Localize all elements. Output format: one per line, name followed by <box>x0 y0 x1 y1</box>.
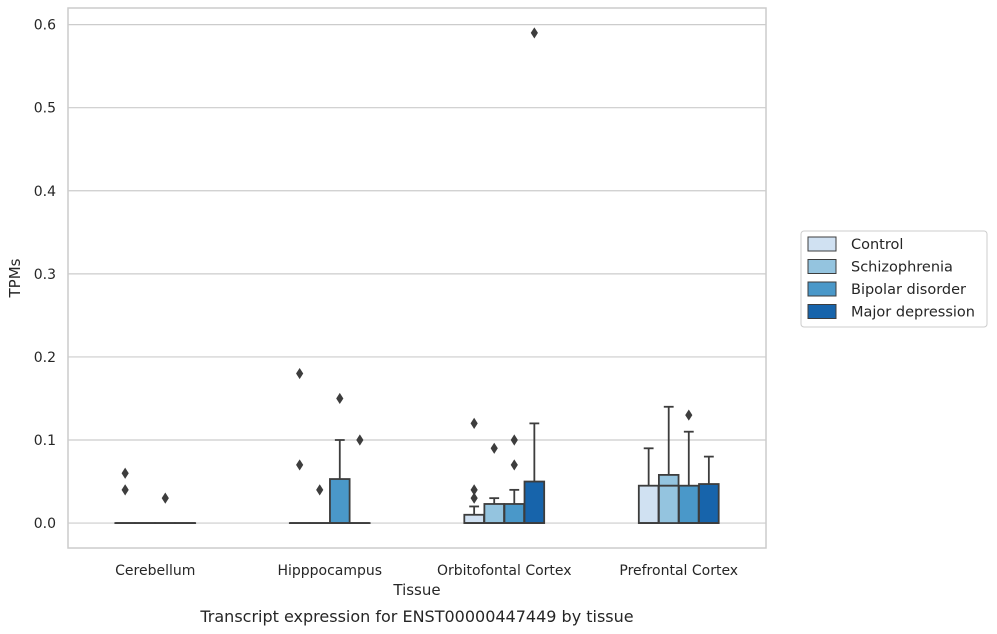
box-body <box>463 513 485 524</box>
outlier-point <box>470 417 478 429</box>
chart-caption: Transcript expression for ENST0000044744… <box>199 607 633 626</box>
box-body <box>329 478 351 524</box>
grid-lines <box>68 24 766 524</box>
legend-swatch <box>807 236 837 252</box>
y-tick-label: 0.3 <box>34 267 56 283</box>
outlier-point <box>316 484 324 496</box>
box-group <box>154 492 177 524</box>
box-group <box>678 409 700 524</box>
y-tick-label: 0.5 <box>34 101 56 117</box>
outlier-point <box>296 459 304 471</box>
legend-swatch <box>807 259 837 274</box>
outlier-point <box>510 434 518 446</box>
outlier-point <box>121 484 129 496</box>
outlier-point <box>530 27 538 39</box>
legend-label: Control <box>851 237 903 253</box>
outlier-point <box>336 392 344 405</box>
y-tick-labels: 0.0 0.1 0.2 0.3 0.4 0.5 0.6 <box>34 18 56 532</box>
box-group <box>114 467 136 524</box>
outlier-point <box>685 409 693 421</box>
x-axis-label: Tissue <box>392 581 440 599</box>
box-group <box>523 27 546 524</box>
box-group <box>637 447 660 524</box>
box-group <box>349 434 371 524</box>
box-body <box>483 503 505 524</box>
box-body <box>657 473 680 524</box>
outlier-point <box>161 492 169 504</box>
outlier-point <box>121 467 129 479</box>
outlier-point <box>470 484 478 496</box>
box-group <box>329 392 351 524</box>
legend-frame <box>800 230 988 328</box>
y-tick-label: 0.6 <box>34 18 56 34</box>
box-group <box>503 434 526 524</box>
box-group <box>698 455 720 524</box>
outlier-point <box>356 434 364 446</box>
legend-label: Schizophrenia <box>851 260 953 276</box>
y-tick-label: 0.1 <box>34 433 56 449</box>
box-body <box>523 480 546 524</box>
box-group <box>483 442 505 524</box>
box-layer <box>114 27 720 524</box>
legend-swatch <box>807 281 837 297</box>
legend: Control Schizophrenia Bipolar disorder Majo… <box>800 230 988 328</box>
legend-swatch <box>807 304 837 319</box>
outlier-point <box>296 367 304 380</box>
box-body <box>678 484 700 524</box>
legend-label: Bipolar disorder <box>851 282 966 298</box>
legend-label: Major depression <box>851 305 975 321</box>
outlier-point <box>490 442 498 454</box>
x-tick-label: Orbitofontal Cortex <box>437 563 572 579</box>
y-tick-label: 0.4 <box>34 184 56 200</box>
y-tick-label: 0.2 <box>34 350 56 366</box>
x-tick-label: Prefrontal Cortex <box>619 563 738 579</box>
outlier-point <box>470 492 478 504</box>
box-group <box>288 367 311 524</box>
box-body <box>698 483 720 524</box>
y-tick-label: 0.0 <box>34 516 56 532</box>
box-body <box>637 484 660 524</box>
box-group <box>463 417 485 524</box>
x-tick-label: Hipppocampus <box>277 563 382 579</box>
plot-frame <box>67 7 767 549</box>
x-tick-label: Cerebellum <box>115 563 195 579</box>
box-body <box>503 503 526 524</box>
box-group <box>308 484 331 524</box>
y-axis-label: TPMs <box>6 258 24 298</box>
box-group <box>657 405 680 524</box>
x-tick-labels: Cerebellum Hipppocampus Orbitofontal Corte… <box>115 563 738 579</box>
outlier-point <box>510 459 518 471</box>
